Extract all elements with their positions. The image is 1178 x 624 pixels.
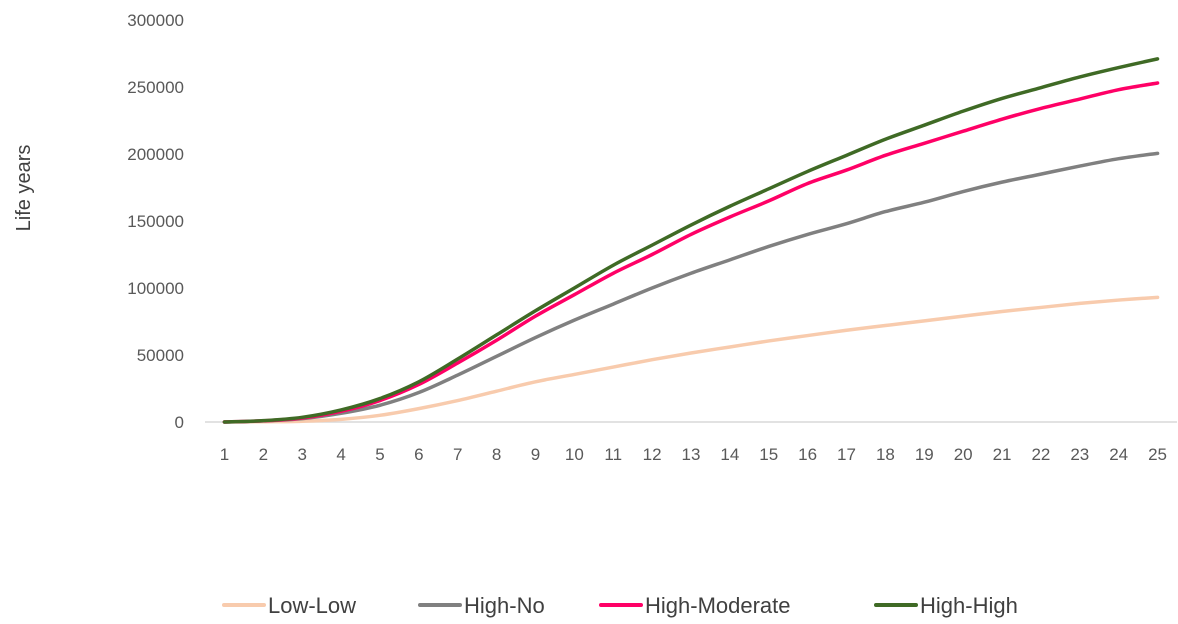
x-tick-label: 3 xyxy=(297,445,306,464)
x-tick-label: 7 xyxy=(453,445,462,464)
x-tick-label: 15 xyxy=(759,445,778,464)
x-tick-label: 19 xyxy=(915,445,934,464)
x-tick-label: 1 xyxy=(220,445,229,464)
legend: Low-Low High-No High-Moderate High-High xyxy=(222,593,1018,618)
series-line-high-moderate xyxy=(222,81,1160,424)
x-tick-label: 2 xyxy=(259,445,268,464)
x-tick-label: 17 xyxy=(837,445,856,464)
legend-label-low-low: Low-Low xyxy=(268,593,356,618)
y-tick-label: 150000 xyxy=(127,212,184,231)
series-line-high-no xyxy=(222,151,1160,424)
y-tick-label: 100000 xyxy=(127,279,184,298)
x-tick-label: 23 xyxy=(1070,445,1089,464)
x-tick-label: 25 xyxy=(1148,445,1167,464)
series-lines xyxy=(222,57,1160,424)
x-tick-label: 18 xyxy=(876,445,895,464)
series-line-low-low xyxy=(222,295,1160,424)
x-tick-label: 24 xyxy=(1109,445,1128,464)
x-tick-label: 10 xyxy=(565,445,584,464)
legend-label-high-no: High-No xyxy=(464,593,545,618)
x-tick-label: 22 xyxy=(1031,445,1050,464)
y-tick-label: 300000 xyxy=(127,11,184,30)
x-tick-label: 21 xyxy=(993,445,1012,464)
x-tick-label: 6 xyxy=(414,445,423,464)
x-tick-label: 12 xyxy=(643,445,662,464)
legend-label-high-high: High-High xyxy=(920,593,1018,618)
x-tick-label: 9 xyxy=(531,445,540,464)
y-axis-label: Life years xyxy=(13,145,35,232)
y-tick-label: 50000 xyxy=(137,346,184,365)
x-tick-label: 20 xyxy=(954,445,973,464)
legend-label-high-moderate: High-Moderate xyxy=(645,593,791,618)
x-tick-label: 8 xyxy=(492,445,501,464)
y-axis-ticks: 0 50000 100000 150000 200000 250000 300000 xyxy=(127,11,184,432)
x-tick-label: 5 xyxy=(375,445,384,464)
x-tick-label: 16 xyxy=(798,445,817,464)
y-tick-label: 250000 xyxy=(127,78,184,97)
x-axis-ticks: 1 2 3 4 5 6 7 8 9 10 11 12 13 14 15 16 17 18 19 20 21 22 23 24 2… xyxy=(220,445,1167,464)
x-tick-label: 13 xyxy=(682,445,701,464)
series-line-high-high xyxy=(222,57,1160,424)
y-tick-label: 200000 xyxy=(127,145,184,164)
x-tick-label: 11 xyxy=(604,445,622,464)
x-tick-label: 14 xyxy=(720,445,739,464)
x-tick-label: 4 xyxy=(336,445,345,464)
y-tick-label: 0 xyxy=(175,413,184,432)
